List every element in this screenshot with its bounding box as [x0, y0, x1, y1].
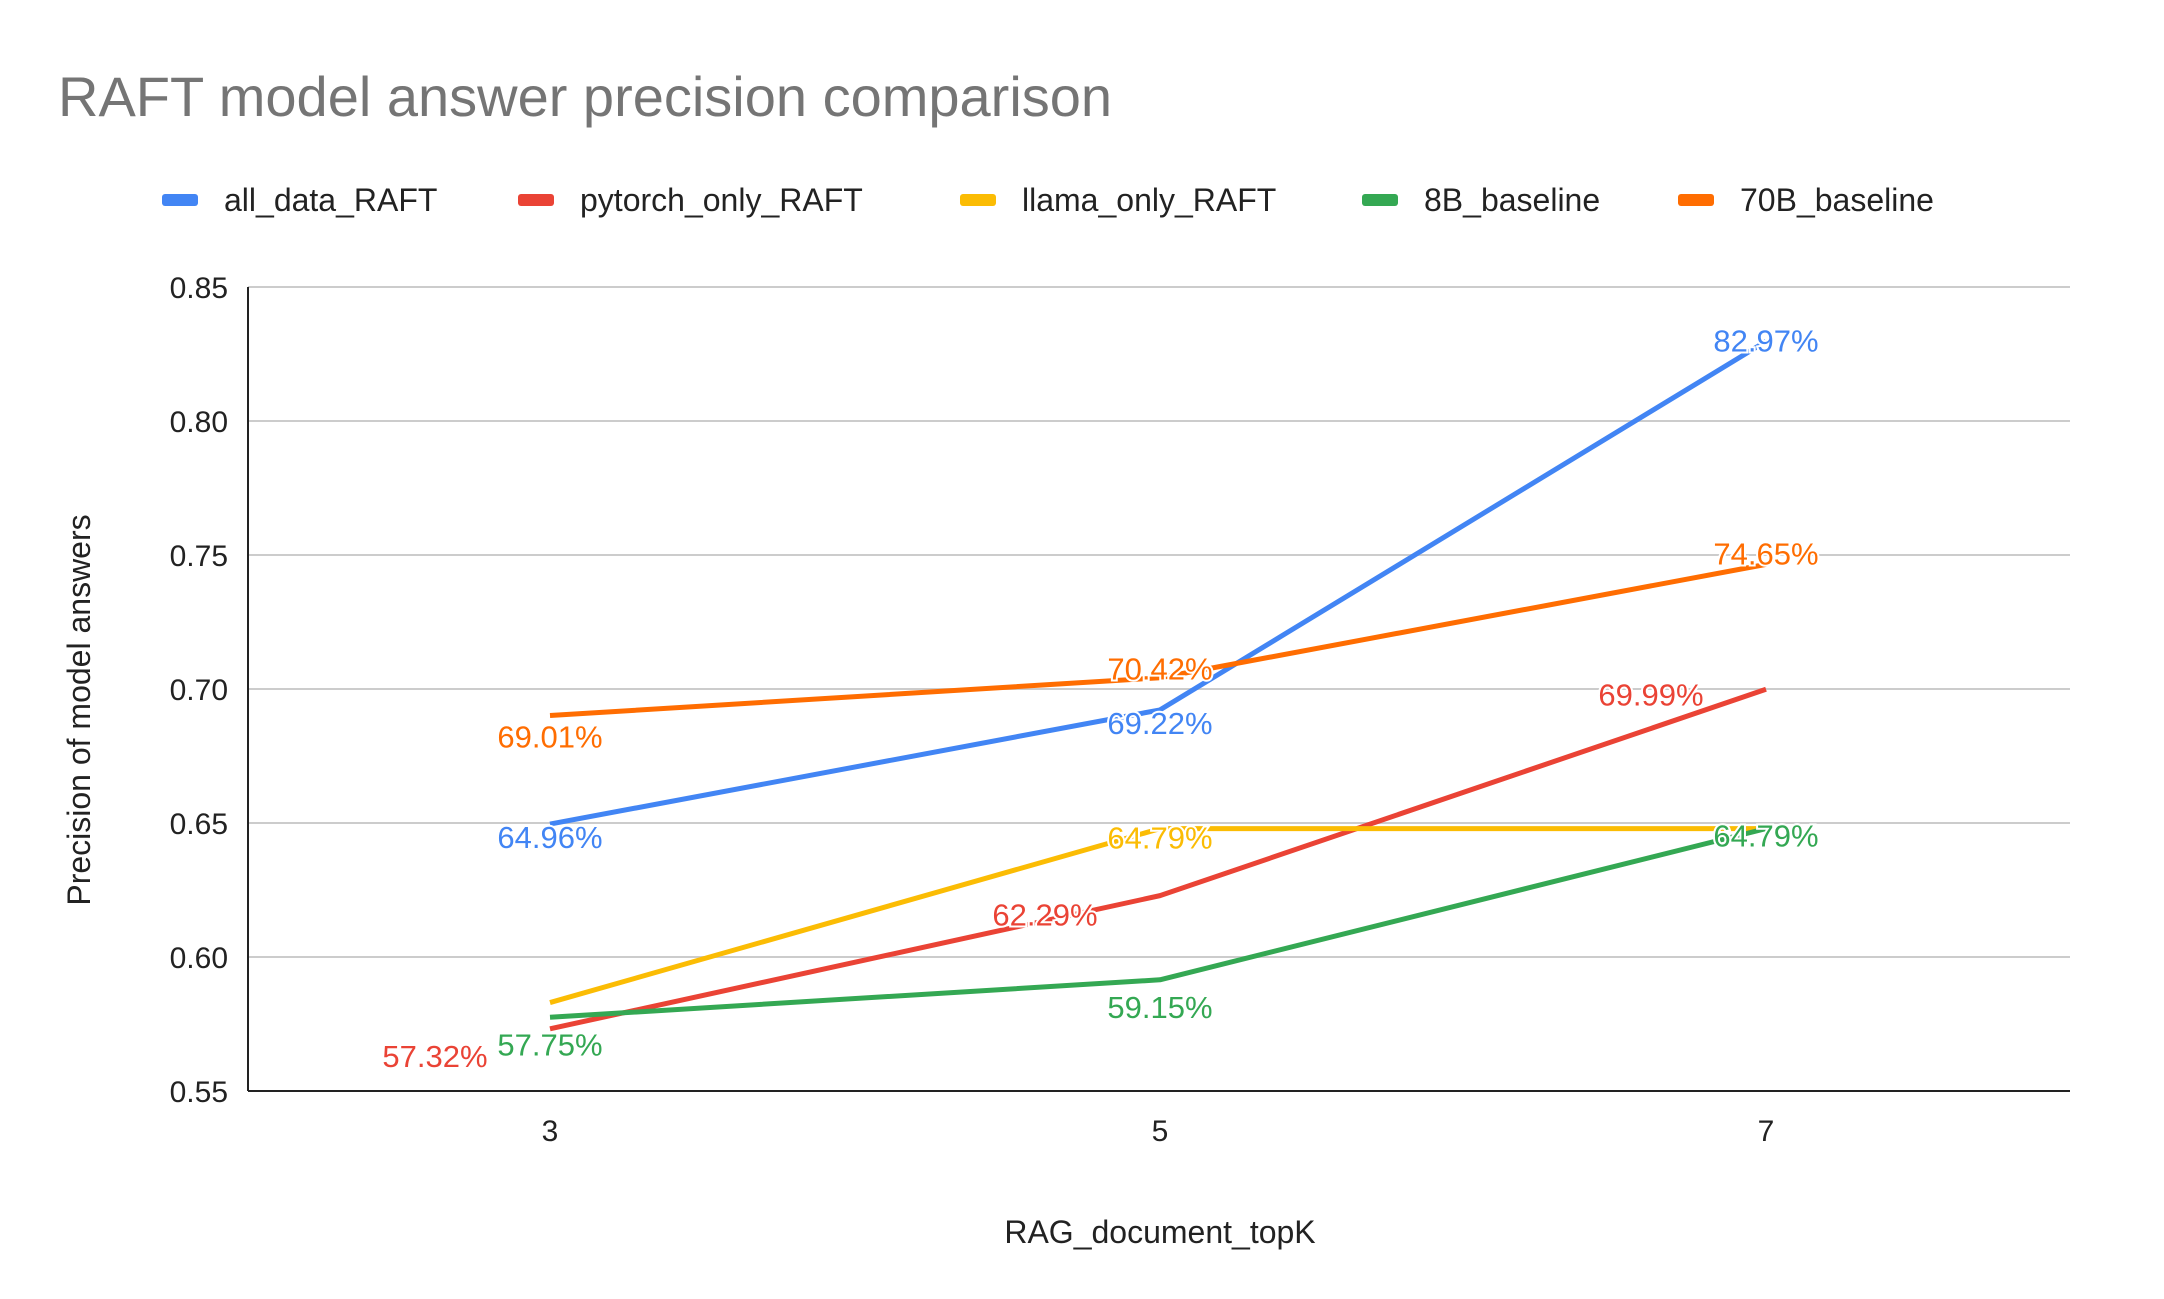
series-line-llama_only_RAFT: [549, 826, 1766, 1005]
legend-label: 8B_baseline: [1424, 182, 1600, 218]
legend-label: all_data_RAFT: [224, 182, 437, 218]
data-label-pytorch_only_RAFT: 57.32%: [382, 1039, 487, 1074]
legend-item-pytorch_only_RAFT[interactable]: pytorch_only_RAFT: [518, 182, 863, 218]
data-label-pytorch_only_RAFT: 69.99%: [1598, 677, 1703, 712]
legend-item-llama_only_RAFT[interactable]: llama_only_RAFT: [960, 182, 1276, 218]
data-label-llama_only_RAFT: 64.79%: [1107, 821, 1212, 856]
series-lines: [549, 339, 1768, 1032]
x-tick-label: 3: [542, 1115, 559, 1148]
data-label-70B_baseline: 70.42%: [1107, 652, 1212, 687]
legend-swatch: [162, 194, 198, 206]
y-tick-label: 0.65: [170, 808, 228, 841]
data-label-all_data_RAFT: 69.22%: [1107, 706, 1212, 741]
data-label-all_data_RAFT: 64.96%: [497, 820, 602, 855]
y-tick-labels: 0.55 0.60 0.65 0.70 0.75 0.80 0.85: [170, 272, 228, 1109]
data-label-pytorch_only_RAFT: 62.29%: [992, 898, 1097, 933]
data-label-70B_baseline: 74.65%: [1713, 536, 1818, 571]
legend-swatch: [1678, 194, 1714, 206]
x-axis-title: RAG_document_topK: [1004, 1214, 1315, 1250]
y-tick-label: 0.85: [170, 272, 228, 305]
y-tick-label: 0.55: [170, 1076, 228, 1109]
data-label-70B_baseline: 69.01%: [497, 720, 602, 755]
legend-item-70B_baseline[interactable]: 70B_baseline: [1678, 182, 1934, 218]
x-tick-labels: 3 5 7: [542, 1115, 1775, 1148]
data-label-all_data_RAFT: 82.97%: [1713, 323, 1818, 358]
x-tick-label: 7: [1758, 1115, 1775, 1148]
y-tick-label: 0.80: [170, 406, 228, 439]
data-label-8B_baseline: 59.15%: [1107, 990, 1212, 1025]
x-tick-label: 5: [1152, 1115, 1169, 1148]
legend-swatch: [1362, 194, 1398, 206]
y-axis-title: Precision of model answers: [61, 514, 97, 905]
y-tick-label: 0.70: [170, 674, 228, 707]
series-line-8B_baseline: [549, 826, 1767, 1020]
legend-item-all_data_RAFT[interactable]: all_data_RAFT: [162, 182, 437, 218]
gridlines: [248, 286, 2070, 1092]
series-line-pytorch_only_RAFT: [549, 686, 1767, 1032]
legend-label: pytorch_only_RAFT: [580, 182, 863, 218]
legend-label: 70B_baseline: [1740, 182, 1934, 218]
y-tick-label: 0.75: [170, 540, 228, 573]
legend-label: llama_only_RAFT: [1022, 182, 1276, 218]
data-label-8B_baseline: 57.75%: [497, 1027, 602, 1062]
series-line-all_data_RAFT: [549, 339, 1768, 827]
legend-item-8B_baseline[interactable]: 8B_baseline: [1362, 182, 1600, 218]
chart-title: RAFT model answer precision comparison: [58, 65, 1112, 128]
data-labels: 64.96% 69.22% 82.97% 57.32% 62.29% 69.99% 64.7…: [380, 321, 1820, 1075]
legend: all_data_RAFT pytorch_only_RAFT llama_only…: [162, 182, 1934, 218]
y-tick-label: 0.60: [170, 942, 228, 975]
data-label-8B_baseline: 64.79%: [1713, 819, 1818, 854]
series-line-70B_baseline: [549, 561, 1767, 719]
legend-swatch: [518, 194, 554, 206]
legend-swatch: [960, 194, 996, 206]
